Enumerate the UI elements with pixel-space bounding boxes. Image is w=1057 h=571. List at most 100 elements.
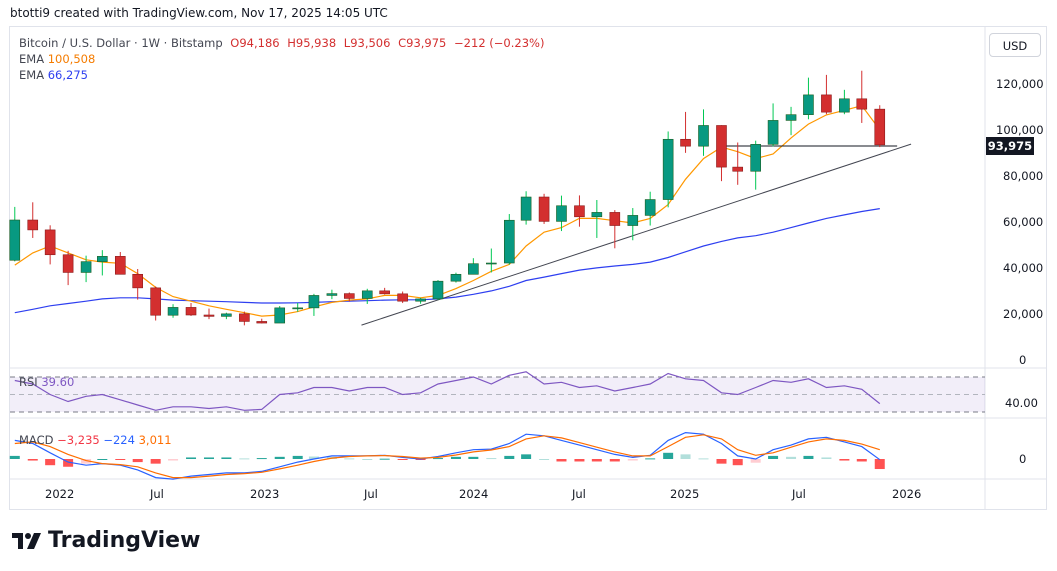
candle-body: [874, 108, 886, 146]
candle: [591, 200, 603, 238]
candle-body: [44, 229, 56, 256]
symbol-title[interactable]: Bitcoin / U.S. Dollar · 1W · Bitstamp: [19, 36, 223, 50]
candle: [538, 193, 550, 224]
currency-button[interactable]: USD: [989, 33, 1041, 57]
macd-histogram-bar: [115, 459, 126, 460]
candle: [343, 292, 355, 302]
candle: [239, 311, 250, 326]
candle-body: [538, 196, 550, 222]
macd-histogram-bar: [239, 458, 250, 460]
ohlc-close: C93,975: [398, 36, 447, 50]
candle-body: [821, 94, 832, 113]
candle-body: [803, 94, 814, 115]
macd-histogram-bar: [486, 458, 497, 460]
symbol-legend: Bitcoin / U.S. Dollar · 1W · Bitstamp O9…: [19, 35, 544, 83]
tradingview-logo-icon: [12, 532, 41, 549]
macd-histogram-bar: [9, 455, 20, 459]
macd-histogram-bar: [81, 459, 92, 464]
candle: [821, 74, 832, 115]
candle-body: [274, 307, 286, 324]
macd-histogram-bar: [27, 459, 38, 461]
candle: [432, 280, 444, 301]
macd-histogram-bar: [768, 455, 779, 459]
candle-body: [292, 307, 303, 310]
macd-histogram-bar: [45, 459, 56, 466]
macd-histogram-bar: [750, 459, 761, 463]
chart-credit: btotti9 created with TradingView.com, No…: [10, 6, 388, 20]
candle: [150, 286, 161, 321]
candle: [680, 111, 691, 153]
trendline: [361, 143, 912, 326]
candle-body: [644, 199, 656, 216]
chart-frame: [9, 26, 1047, 510]
candle: [44, 225, 56, 265]
candle-body: [62, 254, 74, 273]
candle-body: [662, 138, 674, 200]
candle-body: [308, 295, 320, 309]
candle: [397, 291, 408, 304]
candle: [203, 308, 215, 320]
price-tick: 20,000: [1003, 307, 1044, 321]
candle-body: [397, 293, 408, 302]
macd-histogram-bar: [732, 459, 743, 466]
macd-histogram-bar: [716, 459, 727, 464]
tradingview-logo-text: TradingView: [48, 528, 201, 553]
price-tick: 120,000: [996, 77, 1044, 91]
candle: [556, 195, 567, 232]
candle-body: [750, 144, 761, 172]
macd-histogram-bar: [344, 458, 355, 460]
candle: [750, 140, 761, 190]
candle: [486, 248, 497, 273]
ema-fast-label[interactable]: EMA: [19, 52, 45, 66]
candle: [662, 131, 674, 208]
time-tick: 2026: [892, 487, 922, 501]
price-tick: 80,000: [1003, 169, 1044, 183]
candle: [415, 297, 426, 304]
candle: [520, 191, 532, 225]
candle-body: [415, 298, 426, 302]
candle: [732, 142, 744, 185]
candle-body: [609, 212, 621, 226]
macd-histogram-bar: [627, 459, 638, 461]
macd-histogram-bar: [556, 459, 567, 462]
candle-body: [556, 205, 567, 222]
macd-histogram-bar: [609, 459, 620, 462]
candle-body: [450, 273, 462, 282]
last-price-label: 93,975: [986, 137, 1034, 155]
macd-histogram-bar: [521, 454, 532, 459]
macd-histogram-bar: [150, 459, 161, 464]
ohlc-change: −212 (−0.23%): [454, 36, 545, 50]
candle-body: [432, 280, 444, 300]
macd-signal-value: 3,011: [138, 433, 172, 447]
candle: [274, 306, 286, 324]
price-tick: 0: [1019, 353, 1027, 367]
macd-histogram-bar: [698, 458, 709, 460]
time-tick: 2023: [250, 487, 280, 501]
rsi-pane: [10, 371, 985, 413]
candle-body: [185, 307, 197, 316]
time-tick: Jul: [364, 487, 378, 501]
tradingview-logo[interactable]: TradingView: [12, 528, 200, 553]
macd-label[interactable]: MACD: [19, 433, 54, 447]
candle: [256, 318, 268, 324]
ema-slow-label[interactable]: EMA: [19, 68, 45, 82]
macd-histogram-bar: [645, 458, 656, 460]
macd-line: [14, 431, 881, 480]
candle-body: [114, 256, 126, 275]
candle-body: [468, 263, 479, 275]
macd-histogram-bar: [856, 459, 867, 462]
candle: [114, 251, 126, 275]
candle-body: [9, 219, 21, 261]
candle-body: [574, 205, 585, 218]
macd-histogram-bar: [432, 458, 443, 460]
rsi-legend: RSI 39.60: [19, 375, 74, 389]
macd-histogram-bar: [839, 459, 850, 461]
candle: [767, 103, 779, 147]
candle: [80, 255, 92, 283]
candle-body: [839, 98, 850, 113]
candle-body: [486, 262, 497, 265]
candle-body: [343, 293, 355, 299]
candle-body: [203, 314, 215, 317]
rsi-label[interactable]: RSI: [19, 375, 38, 389]
